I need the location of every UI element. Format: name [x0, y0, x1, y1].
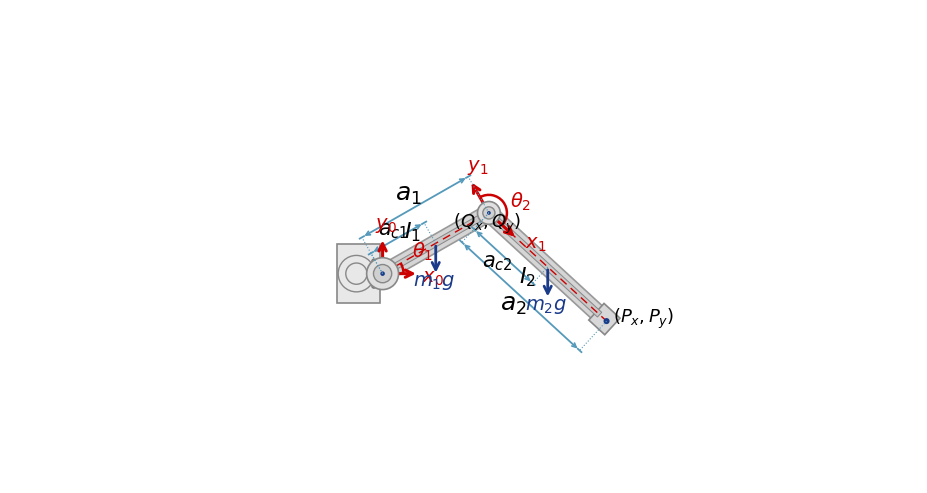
Circle shape — [477, 202, 500, 224]
Text: $\theta_2$: $\theta_2$ — [509, 190, 530, 212]
Text: $I_2$: $I_2$ — [519, 265, 536, 289]
Circle shape — [482, 207, 494, 219]
Polygon shape — [337, 244, 380, 303]
Text: $y_0$: $y_0$ — [375, 216, 397, 235]
Polygon shape — [483, 207, 612, 327]
Text: $\theta_1$: $\theta_1$ — [412, 241, 433, 263]
Circle shape — [487, 211, 490, 215]
Circle shape — [373, 265, 391, 283]
Circle shape — [371, 283, 376, 289]
Circle shape — [366, 258, 398, 289]
Text: $m_1g$: $m_1g$ — [413, 273, 454, 292]
Circle shape — [371, 258, 376, 264]
Text: $(Q_x,Q_y)$: $(Q_x,Q_y)$ — [452, 212, 520, 236]
Text: $a_{c1}$: $a_{c1}$ — [378, 221, 409, 242]
Circle shape — [380, 271, 385, 276]
Text: $a_1$: $a_1$ — [395, 183, 422, 208]
Text: $a_2$: $a_2$ — [499, 293, 526, 317]
Text: $m_2g$: $m_2g$ — [525, 297, 566, 316]
Text: $(P_x,P_y)$: $(P_x,P_y)$ — [612, 307, 673, 331]
Text: $y_1$: $y_1$ — [466, 158, 488, 177]
Text: $a_{c2}$: $a_{c2}$ — [481, 253, 512, 273]
Polygon shape — [493, 217, 601, 317]
Polygon shape — [588, 303, 619, 335]
Text: $x_0$: $x_0$ — [422, 270, 444, 288]
Text: $x_1$: $x_1$ — [525, 235, 546, 254]
Circle shape — [603, 318, 609, 324]
Polygon shape — [388, 215, 482, 272]
Text: $I_1$: $I_1$ — [404, 221, 421, 244]
Polygon shape — [378, 206, 492, 281]
Circle shape — [371, 271, 376, 276]
